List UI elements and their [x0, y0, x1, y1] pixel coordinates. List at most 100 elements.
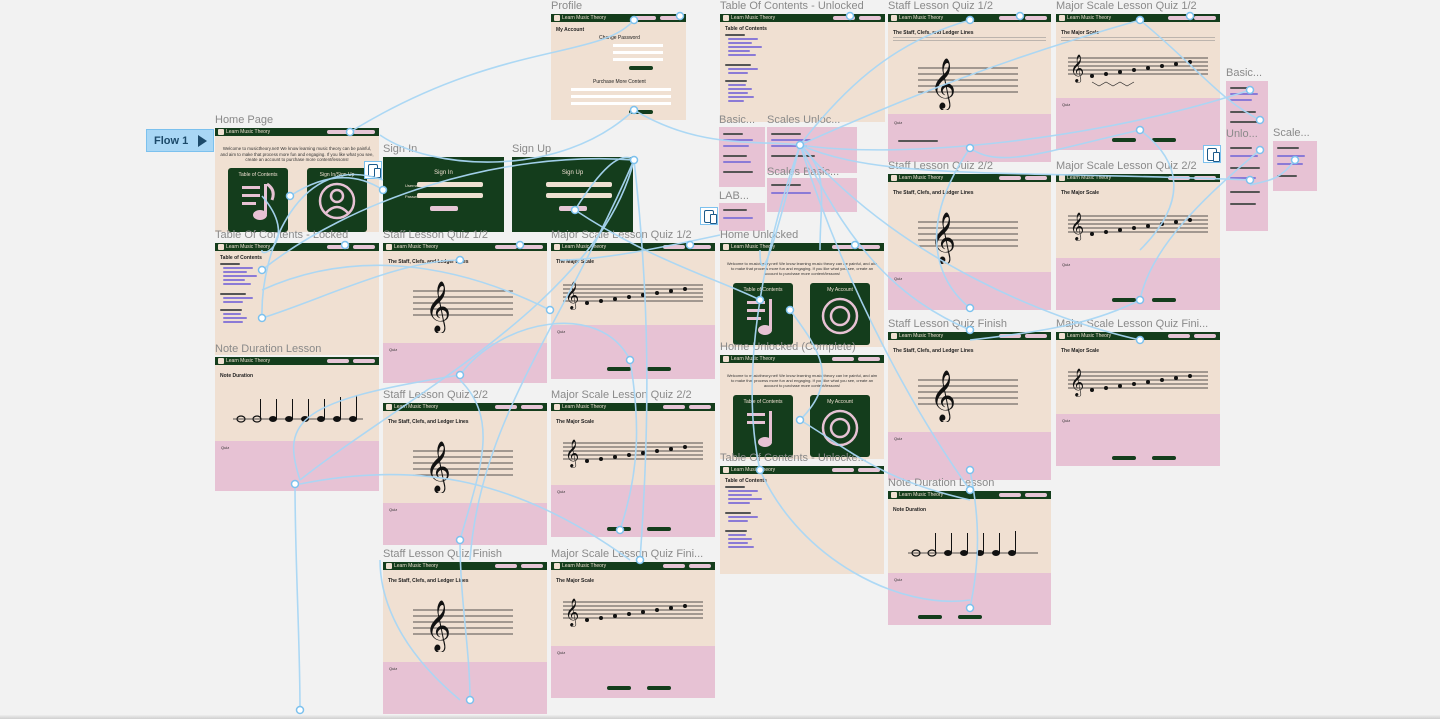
- home-welcome-text: Welcome to musictheory.net! We know lear…: [220, 146, 374, 162]
- treble-staff-image: 𝄞: [918, 58, 1018, 110]
- user-avatar-icon: [318, 182, 356, 220]
- signin-signup-tile[interactable]: Sign In/Sign Up: [307, 168, 367, 232]
- frame-label-profile: Profile: [551, 0, 583, 12]
- canvas-bottom-edge: [0, 715, 1440, 719]
- frame-scales-basic[interactable]: [767, 178, 857, 212]
- svg-text:𝄞: 𝄞: [425, 600, 451, 652]
- frame-major-quiz-1-top[interactable]: Learn Music Theory The Major Scale 𝄞 Qui…: [1056, 14, 1220, 150]
- toc-heading: Table of Contents: [725, 26, 767, 32]
- frame-label-major-finish-bottom: Major Scale Lesson Quiz Fini...: [551, 548, 704, 560]
- frame-home[interactable]: Learn Music Theory Welcome to musictheor…: [215, 128, 379, 232]
- flow-label: Flow 1: [154, 135, 189, 147]
- svg-text:𝄞: 𝄞: [930, 370, 956, 422]
- flow-start-tag[interactable]: Flow 1: [146, 129, 214, 152]
- svg-text:𝄞: 𝄞: [425, 281, 451, 333]
- frame-label-toc-unlocked: Table Of Contents - Unlocked: [720, 0, 864, 12]
- frame-staff-quiz-1-top[interactable]: Learn Music Theory The Staff, Clefs, and…: [888, 14, 1051, 162]
- frame-label-toc-unlocked2: Table Of Contents - Unlocke...: [720, 452, 867, 464]
- svg-text:𝄞: 𝄞: [930, 212, 956, 264]
- frame-major-quiz-2-mid[interactable]: Learn Music Theory The Major Scale 𝄞 Qui…: [551, 403, 715, 537]
- svg-text:𝄞: 𝄞: [1070, 368, 1084, 397]
- svg-text:𝄞: 𝄞: [565, 281, 579, 310]
- frame-label-staff-finish-bottom: Staff Lesson Quiz Finish: [383, 548, 503, 560]
- change-password-heading: Change Password: [599, 35, 640, 41]
- svg-text:𝄞: 𝄞: [565, 598, 579, 627]
- svg-text:𝄞: 𝄞: [565, 439, 579, 468]
- frame-label-note-duration-left: Note Duration Lesson: [215, 343, 322, 355]
- frame-home-unlocked-complete[interactable]: Learn Music Theory Welcome to musictheor…: [720, 355, 884, 459]
- frame-label-major-q12-mid: Major Scale Lesson Quiz 1/2: [551, 229, 692, 241]
- music-note-icon: [747, 411, 772, 447]
- frame-label-staff-q12-mid: Staff Lesson Quiz 1/2: [383, 229, 488, 241]
- svg-text:𝄞: 𝄞: [1070, 54, 1084, 83]
- frame-label-staff-q22-top: Staff Lesson Quiz 2/2: [888, 160, 993, 172]
- frame-label-major-finish-right: Major Scale Lesson Quiz Fini...: [1056, 318, 1209, 330]
- frame-major-quiz-1-mid[interactable]: Learn Music Theory The Major Scale 𝄞 Qui…: [551, 243, 715, 379]
- device-frame-icon[interactable]: [700, 207, 718, 225]
- frame-major-finish-bottom[interactable]: Learn Music Theory The Major Scale 𝄞 Qui…: [551, 562, 715, 698]
- frame-label-signup: Sign Up: [512, 143, 552, 155]
- frame-label-staff-q22-mid: Staff Lesson Quiz 2/2: [383, 389, 488, 401]
- frame-label-home: Home Page: [215, 114, 274, 126]
- frame-label-note-duration-right: Note Duration Lesson: [888, 477, 995, 489]
- frame-label-home-unlocked: Home Unlocked: [720, 229, 799, 241]
- frame-label-staff-finish-right: Staff Lesson Quiz Finish: [888, 318, 1008, 330]
- device-frame-icon[interactable]: [1203, 145, 1221, 163]
- play-icon[interactable]: [198, 135, 207, 147]
- signin-button[interactable]: [430, 206, 458, 211]
- frame-note-duration-left[interactable]: Learn Music Theory Note Duration Quiz: [215, 357, 379, 491]
- frame-label-basic-mid: Basic...: [719, 114, 756, 126]
- svg-text:𝄞: 𝄞: [1070, 212, 1084, 241]
- frame-label-home-unlocked-complete: Home Unlocked (Complete): [720, 341, 856, 353]
- frame-label-scales-mid: Scales Unloc...: [767, 114, 841, 126]
- svg-text:𝄞: 𝄞: [425, 441, 451, 493]
- svg-text:𝄞: 𝄞: [930, 58, 956, 110]
- music-note-icon: [242, 182, 275, 220]
- frame-signup[interactable]: Sign Up: [512, 157, 633, 232]
- frame-staff-quiz-2-top[interactable]: Learn Music Theory The Staff, Clefs, and…: [888, 174, 1051, 310]
- frame-major-quiz-2-top[interactable]: Learn Music Theory The Major Scale 𝄞 Qui…: [1056, 174, 1220, 310]
- frame-note-duration-right[interactable]: Learn Music Theory Note Duration Quiz: [888, 491, 1051, 625]
- note-values-image: [233, 395, 363, 423]
- signup-button[interactable]: [559, 206, 587, 211]
- frame-label-scales-basic: Scales Basic...: [767, 166, 840, 178]
- music-note-icon: [747, 299, 772, 335]
- frame-label-unlo: Unlo...: [1226, 128, 1258, 140]
- frame-label-toc-locked: Table Of Contents - Locked: [215, 229, 349, 241]
- frame-label-major-q22-top: Major Scale Lesson Quiz 2/2: [1056, 160, 1197, 172]
- frame-staff-quiz-1-mid[interactable]: Learn Music Theory The Staff, Clefs, and…: [383, 243, 547, 383]
- account-icon: [821, 409, 859, 447]
- purchase-content-heading: Purchase More Content: [593, 79, 646, 85]
- frame-staff-finish-right[interactable]: Learn Music Theory The Staff, Clefs, and…: [888, 332, 1051, 480]
- scale-staff-image: 𝄞: [1068, 54, 1208, 87]
- frame-unlo-right[interactable]: [1226, 141, 1268, 231]
- frame-label-staff-q12-top: Staff Lesson Quiz 1/2: [888, 0, 993, 12]
- account-icon: [821, 297, 859, 335]
- frame-label-scale-right: Scale...: [1273, 127, 1310, 139]
- device-frame-icon[interactable]: [364, 161, 382, 179]
- password-input[interactable]: [546, 193, 612, 198]
- frame-staff-quiz-2-mid[interactable]: Learn Music Theory The Staff, Clefs, and…: [383, 403, 547, 545]
- frame-label-basic-top: Basic...: [1226, 67, 1263, 79]
- frame-scale-right[interactable]: [1273, 141, 1317, 191]
- frame-toc-unlocked[interactable]: Learn Music Theory Table of Contents: [720, 14, 885, 122]
- frame-label-major-q22-mid: Major Scale Lesson Quiz 2/2: [551, 389, 692, 401]
- frame-lab[interactable]: [719, 203, 765, 231]
- username-input[interactable]: [417, 182, 483, 187]
- frame-home-unlocked[interactable]: Learn Music Theory Welcome to musictheor…: [720, 243, 884, 347]
- frame-toc-locked[interactable]: Learn Music Theory Table of Contents: [215, 243, 379, 355]
- frame-toc-unlocked-2[interactable]: Learn Music Theory Table of Contents: [720, 466, 884, 574]
- app-title: Learn Music Theory: [562, 15, 607, 21]
- toc-tile[interactable]: Table of Contents: [228, 168, 288, 232]
- frame-staff-finish-bottom[interactable]: Learn Music Theory The Staff, Clefs, and…: [383, 562, 547, 714]
- frame-signin[interactable]: Sign In Username Password: [383, 157, 504, 232]
- frame-label-signin: Sign In: [383, 143, 418, 155]
- frame-major-finish-right[interactable]: Learn Music Theory The Major Scale 𝄞 Qui…: [1056, 332, 1220, 466]
- frame-basic-mid[interactable]: [719, 127, 765, 187]
- profile-heading: My Account: [556, 27, 585, 33]
- frame-profile[interactable]: Learn Music Theory My Account Change Pas…: [551, 14, 686, 120]
- username-input[interactable]: [546, 182, 612, 187]
- frame-label-major-q12-top: Major Scale Lesson Quiz 1/2: [1056, 0, 1197, 12]
- password-input[interactable]: [417, 193, 483, 198]
